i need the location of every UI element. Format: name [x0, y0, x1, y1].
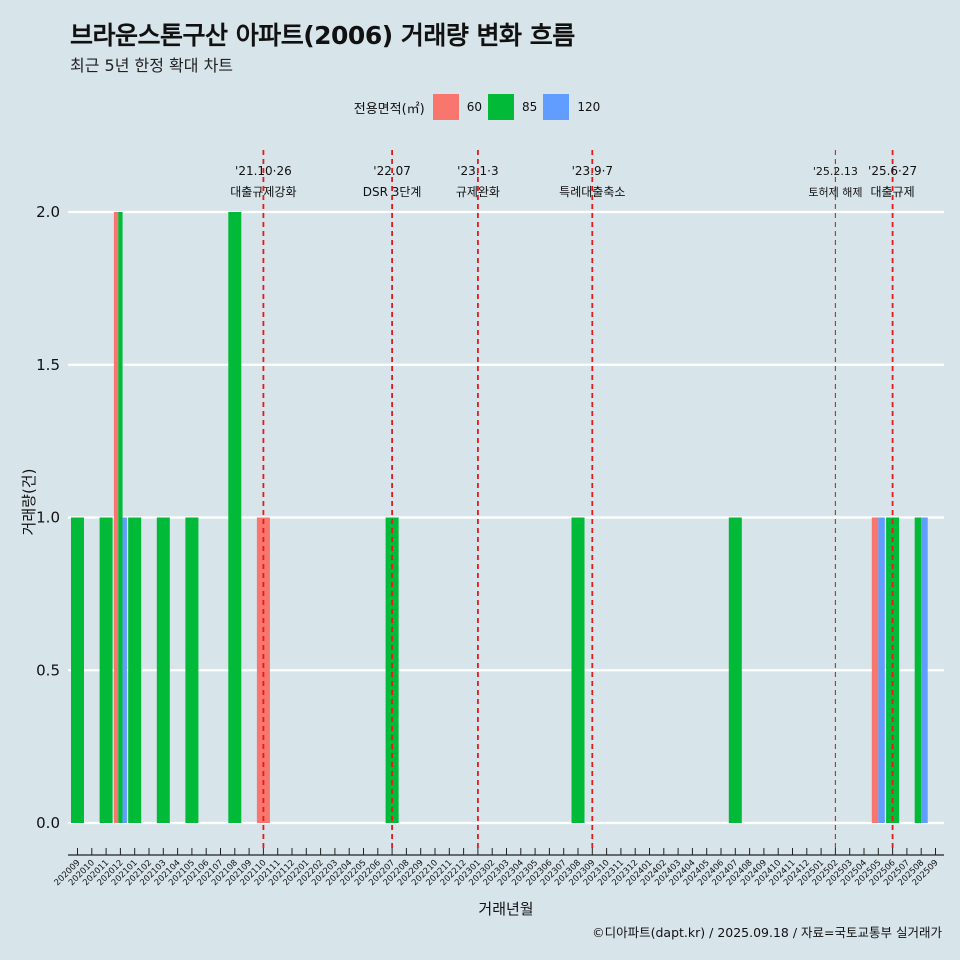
bar-202508-85 — [914, 517, 922, 823]
event-date: '25.2.13 — [813, 165, 858, 178]
legend: 전용면적(㎡) 60 85 120 — [0, 93, 960, 121]
event-date: '23.9·7 — [572, 164, 613, 178]
bar-202505-120 — [878, 517, 885, 823]
y-tick-label: 1.0 — [36, 509, 60, 527]
legend-item-85: 85 — [488, 94, 537, 120]
legend-key-60 — [432, 94, 459, 120]
legend-item-120: 120 — [543, 94, 600, 120]
event-label: 규제완화 — [456, 185, 500, 199]
x-axis-title: 거래년월 — [478, 900, 533, 918]
bar-202012-60 — [113, 212, 119, 823]
bar-202011-85 — [99, 517, 113, 823]
legend-label-120: 120 — [577, 100, 601, 114]
bar-202101-85 — [128, 517, 142, 823]
bar-202108-85 — [228, 212, 242, 823]
event-date: '22.07 — [373, 164, 411, 178]
chart-title: 브라운스톤구산 아파트(2006) 거래량 변화 흐름 — [70, 21, 575, 50]
event-label: 토허제 해제 — [808, 185, 862, 199]
bar-202508-120 — [921, 517, 928, 823]
event-label: 특례대출축소 — [559, 185, 625, 199]
legend-label-60: 60 — [466, 100, 483, 114]
legend-key-120 — [543, 94, 570, 120]
event-label: 대출규제강화 — [230, 185, 296, 199]
bar-202207-85 — [385, 517, 399, 823]
event-date: '23.1·3 — [457, 164, 498, 178]
legend-item-60: 60 — [432, 94, 483, 120]
y-tick-label: 1.5 — [36, 356, 60, 374]
legend-title: 전용면적(㎡) — [353, 101, 425, 117]
bar-202012-85 — [118, 212, 123, 823]
bar-202308-85 — [571, 517, 585, 823]
bar-202407-85 — [728, 517, 742, 823]
legend-label-85: 85 — [522, 100, 538, 114]
bar-202506-85 — [886, 517, 900, 823]
bar-202012-120 — [122, 517, 127, 823]
event-label: DSR 3단계 — [363, 185, 422, 199]
bar-202103-85 — [156, 517, 170, 823]
y-tick-label: 0.0 — [36, 814, 60, 832]
event-label: 대출규제 — [871, 185, 915, 199]
source-caption: ©디아파트(dapt.kr) / 2025.09.18 / 자료=국토교통부 실… — [592, 925, 942, 940]
event-date: '25.6·27 — [868, 164, 917, 178]
legend-key-85 — [488, 94, 515, 120]
y-tick-label: 0.5 — [36, 661, 60, 679]
event-date: '21.10·26 — [235, 164, 292, 178]
bar-202009-85 — [71, 517, 84, 823]
y-axis-title: 거래량(건) — [20, 469, 38, 536]
bar-202505-60 — [871, 517, 879, 823]
y-tick-label: 2.0 — [36, 203, 60, 221]
bar-202110-60 — [256, 517, 270, 823]
bar-202105-85 — [185, 517, 199, 823]
chart-subtitle: 최근 5년 한정 확대 차트 — [70, 56, 234, 75]
